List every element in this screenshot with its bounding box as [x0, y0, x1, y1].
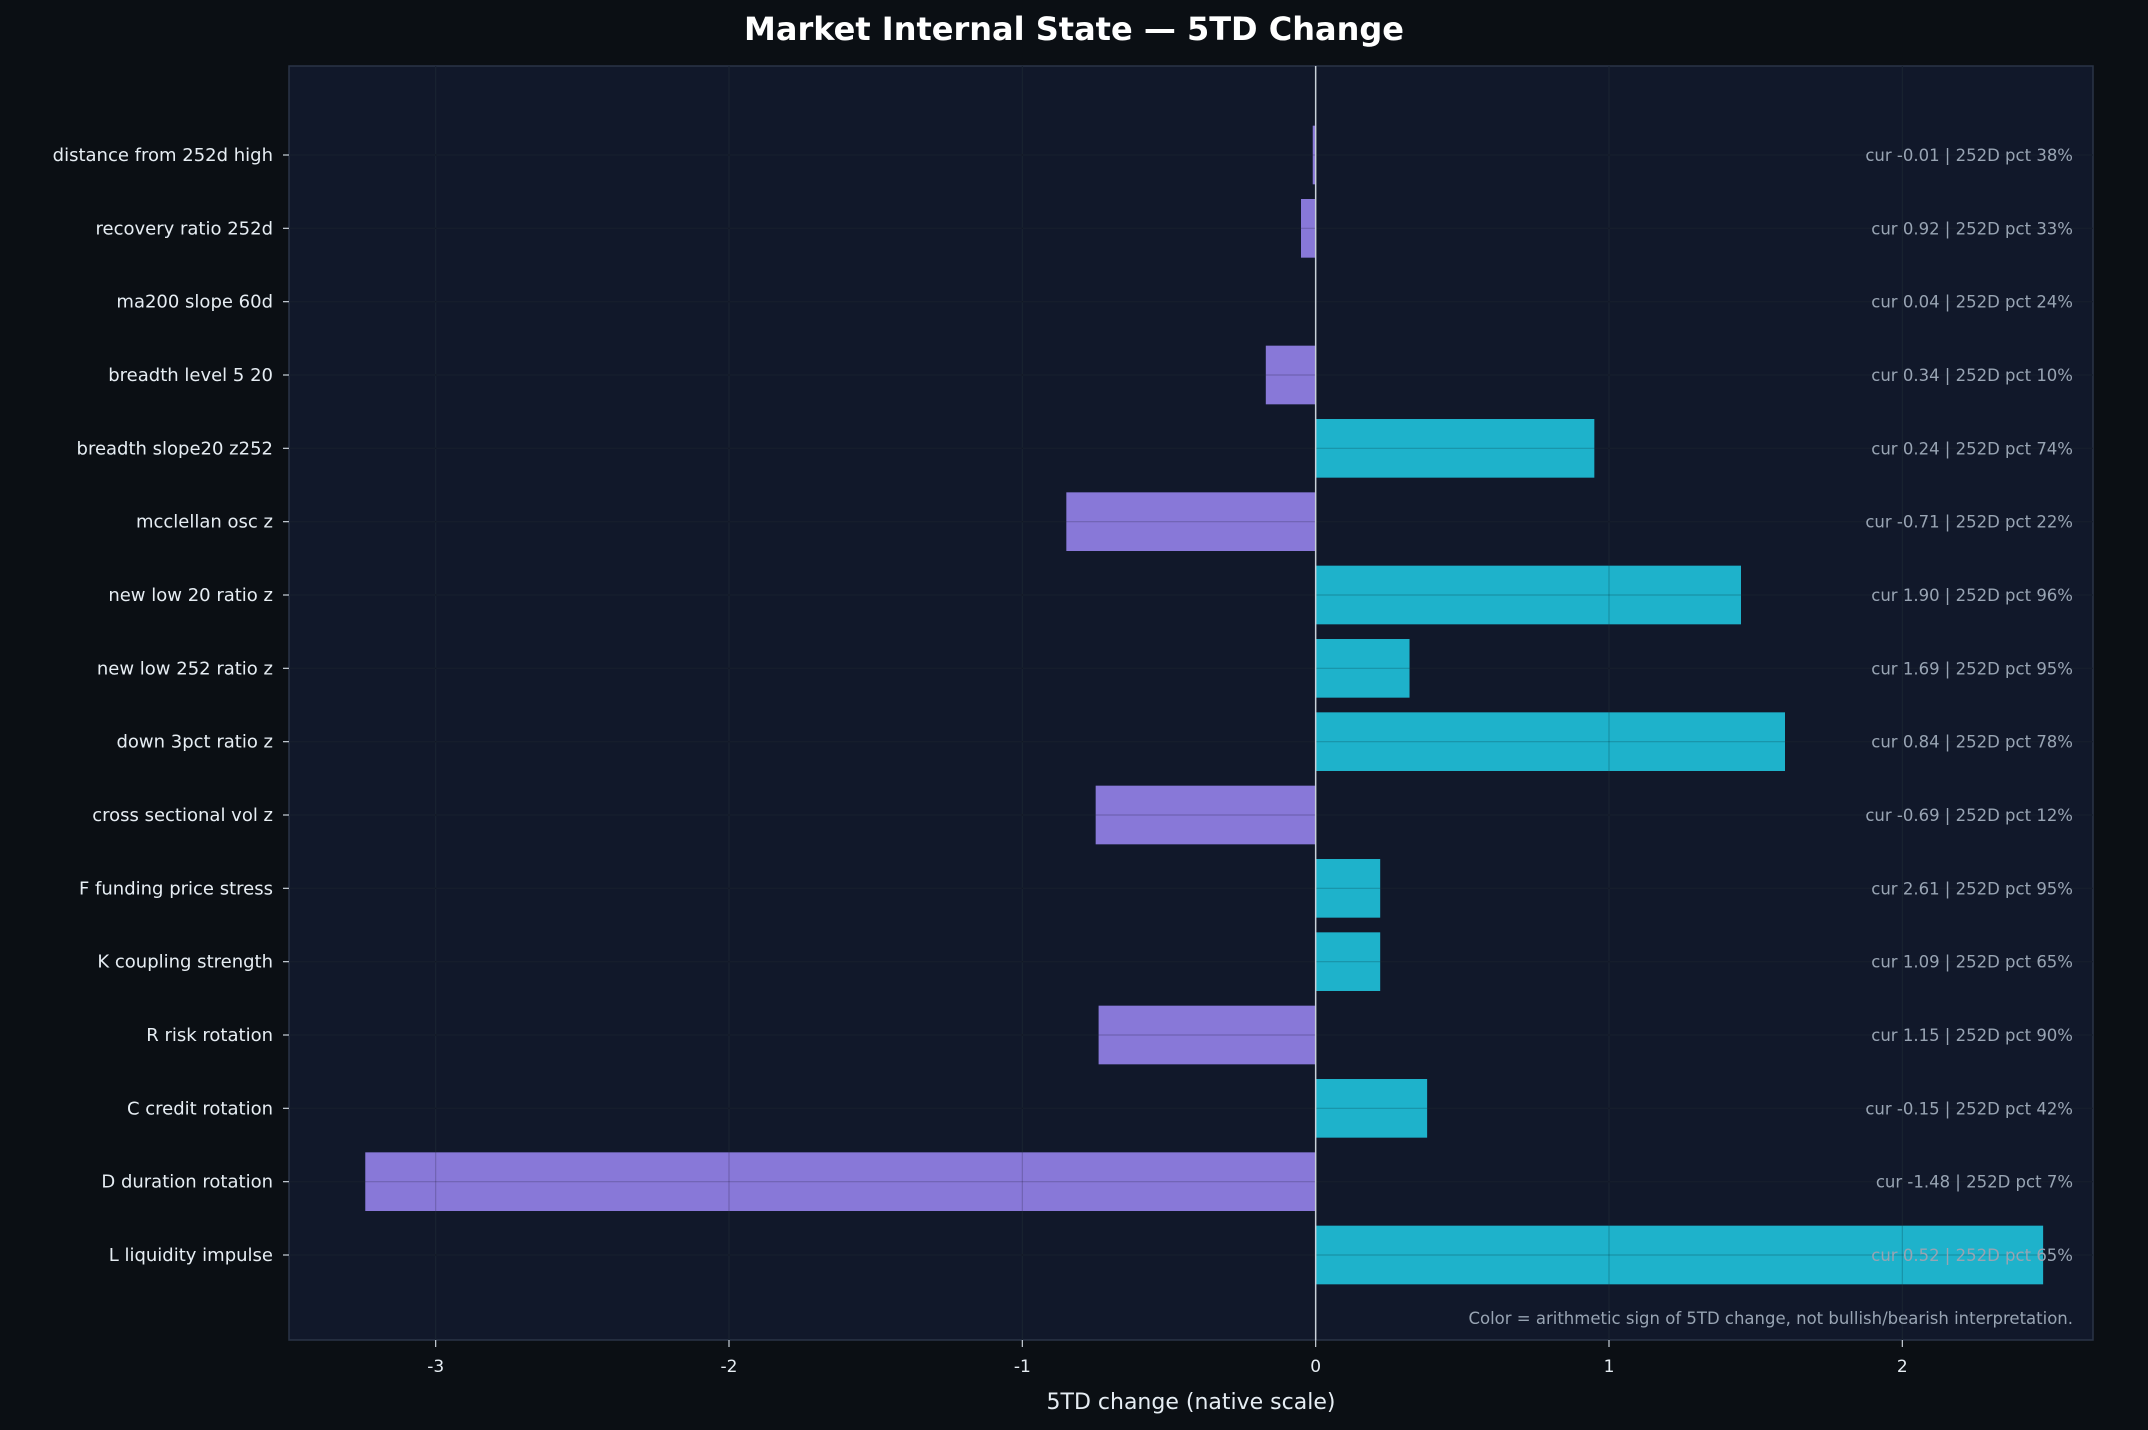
category-label: ma200 slope 60d	[116, 292, 273, 313]
bar	[1315, 1079, 1428, 1138]
category-label: down 3pct ratio z	[116, 732, 273, 753]
x-tick-label: -1	[1014, 1357, 1031, 1377]
category-label: new low 252 ratio z	[97, 658, 273, 679]
value-annotation: cur 0.52 | 252D pct 65%	[1871, 1246, 2073, 1265]
bar	[1095, 785, 1316, 845]
value-annotation: cur 1.90 | 252D pct 96%	[1871, 586, 2073, 605]
category-label: mcclellan osc z	[136, 512, 273, 533]
bar	[1315, 639, 1410, 698]
x-tick-label: 1	[1604, 1357, 1615, 1377]
category-label: breadth level 5 20	[108, 365, 273, 386]
bar	[1315, 565, 1741, 625]
category-label: C credit rotation	[127, 1098, 273, 1119]
bar	[1315, 419, 1595, 478]
category-label: recovery ratio 252d	[96, 218, 274, 239]
value-annotation: cur -0.01 | 252D pct 38%	[1865, 146, 2073, 165]
chart-title: Market Internal State — 5TD Change	[744, 10, 1404, 48]
value-annotation: cur 1.69 | 252D pct 95%	[1871, 659, 2073, 678]
category-label: distance from 252d high	[53, 145, 273, 166]
value-annotation: cur 0.92 | 252D pct 33%	[1871, 219, 2073, 238]
bar	[1312, 125, 1316, 185]
bar	[1315, 859, 1381, 918]
bar	[1066, 492, 1316, 551]
value-annotation: cur -1.48 | 252D pct 7%	[1876, 1173, 2073, 1192]
value-annotation: cur 1.15 | 252D pct 90%	[1871, 1026, 2073, 1045]
annotations: cur -0.01 | 252D pct 38% cur 0.92 | 252D …	[1865, 146, 2073, 1265]
grid-overlay	[289, 66, 2093, 1340]
x-tick-label: 0	[1310, 1357, 1321, 1377]
bar	[1315, 712, 1785, 771]
bar	[1098, 1005, 1316, 1065]
category-labels: distance from 252d high recovery ratio 25…	[53, 145, 289, 1266]
category-label: new low 20 ratio z	[108, 585, 273, 606]
x-axis-label: 5TD change (native scale)	[1047, 1390, 1336, 1415]
category-label: breadth slope20 z252	[77, 438, 273, 459]
x-tick-label: -2	[721, 1357, 738, 1377]
value-annotation: cur 1.09 | 252D pct 65%	[1871, 953, 2073, 972]
bars	[365, 125, 2044, 1285]
x-tick-label: -3	[427, 1357, 444, 1377]
bar	[1315, 1225, 2044, 1285]
value-annotation: cur 0.84 | 252D pct 78%	[1871, 733, 2073, 752]
footnote: Color = arithmetic sign of 5TD change, n…	[1468, 1309, 2073, 1328]
value-annotation: cur -0.15 | 252D pct 42%	[1865, 1099, 2073, 1118]
plot-area	[288, 65, 2094, 1341]
value-annotation: cur 2.61 | 252D pct 95%	[1871, 879, 2073, 898]
value-annotation: cur 0.04 | 252D pct 24%	[1871, 293, 2073, 312]
category-label: K coupling strength	[97, 952, 273, 973]
bar	[1265, 345, 1316, 405]
x-axis: -3 -2 -1 0 1 2	[427, 1340, 1908, 1377]
value-annotation: cur 0.34 | 252D pct 10%	[1871, 366, 2073, 385]
bar	[1301, 199, 1316, 258]
bar	[365, 1152, 1316, 1211]
category-label: F funding price stress	[79, 878, 273, 899]
x-tick-label: 2	[1897, 1357, 1908, 1377]
category-label: R risk rotation	[146, 1025, 273, 1046]
bar	[1315, 932, 1381, 991]
value-annotation: cur -0.69 | 252D pct 12%	[1865, 806, 2073, 825]
value-annotation: cur -0.71 | 252D pct 22%	[1865, 513, 2073, 532]
category-label: D duration rotation	[101, 1172, 273, 1193]
category-label: cross sectional vol z	[92, 805, 273, 826]
value-annotation: cur 0.24 | 252D pct 74%	[1871, 439, 2073, 458]
category-label: L liquidity impulse	[109, 1245, 273, 1266]
